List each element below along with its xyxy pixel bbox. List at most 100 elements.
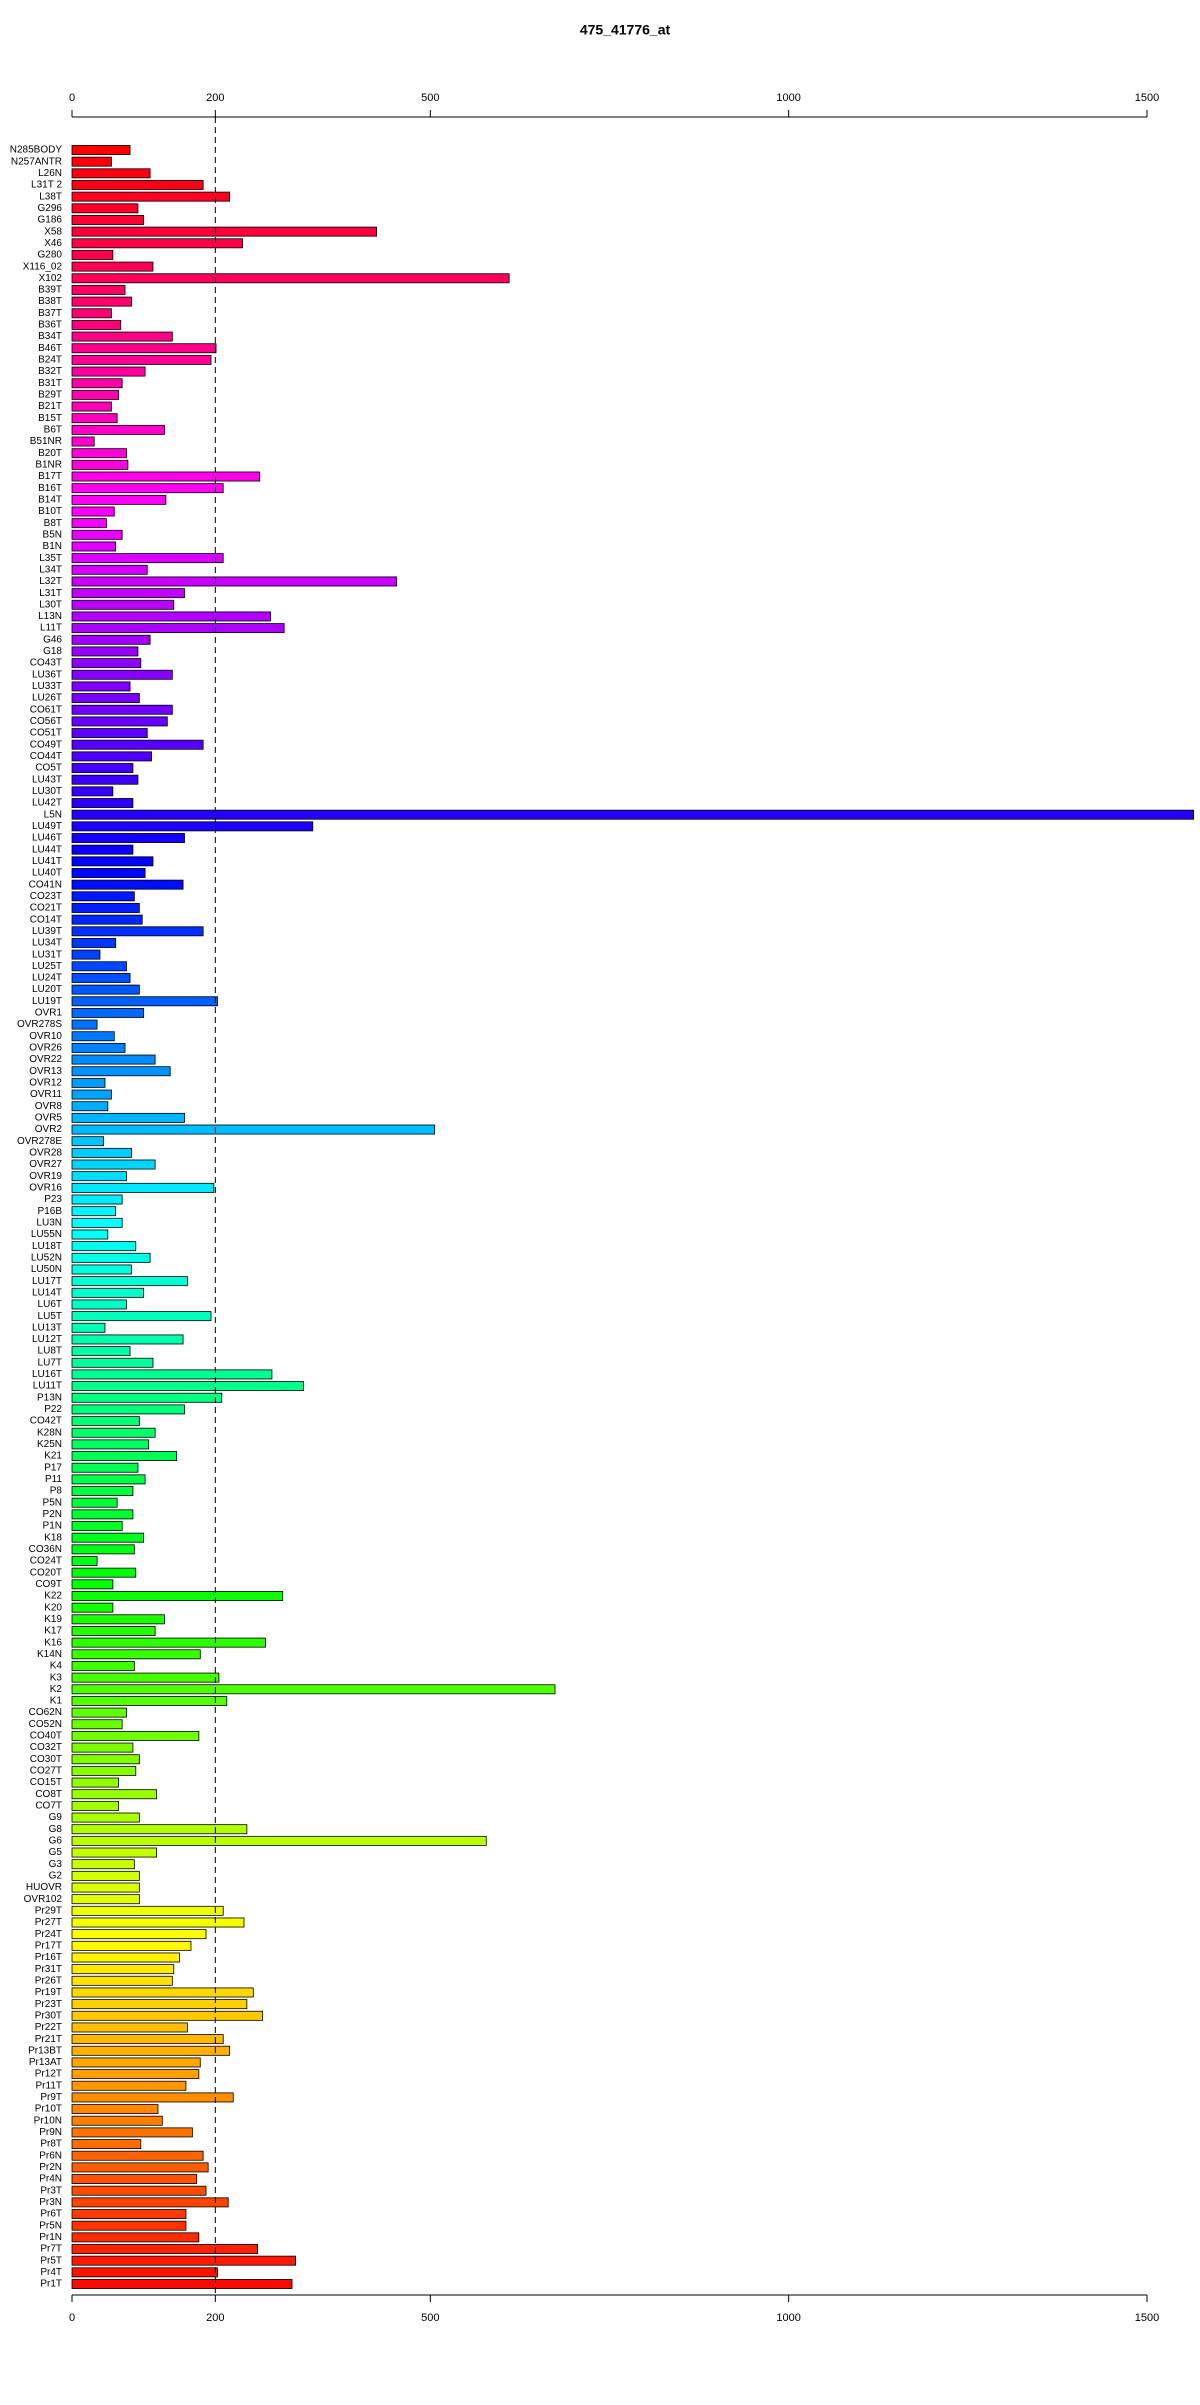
bar	[71, 2150, 204, 2161]
y-tick-label: CO24T	[30, 1556, 62, 1567]
bar	[71, 1672, 220, 1683]
y-tick-label: CO15T	[30, 1777, 62, 1788]
y-tick-label: LU7T	[38, 1357, 62, 1368]
x-tick-label: 1500	[1135, 2312, 1159, 2324]
y-tick-label: Pr4N	[39, 2174, 62, 2185]
bar	[71, 1346, 131, 1357]
y-tick-label: LU5T	[38, 1311, 62, 1322]
y-tick-label: CO9T	[35, 1579, 62, 1590]
y-tick-label: LU42T	[32, 798, 62, 809]
bar	[71, 1987, 254, 1998]
bar	[71, 1812, 140, 1823]
y-tick-label: OVR13	[29, 1066, 62, 1077]
y-tick-label: K22	[44, 1591, 62, 1602]
y-tick-label: G18	[43, 646, 62, 657]
bar	[71, 1042, 126, 1053]
y-tick-label: G3	[49, 1859, 63, 1870]
bar	[71, 646, 139, 657]
y-tick-label: LU49T	[32, 821, 62, 832]
y-tick-label: N257ANTR	[11, 156, 62, 167]
y-tick-label: CO30T	[30, 1754, 62, 1765]
y-tick-label: B46T	[38, 343, 62, 354]
bar	[71, 238, 243, 249]
y-tick-label: OVR19	[29, 1171, 62, 1182]
bar	[71, 1311, 212, 1322]
bar	[71, 2045, 231, 2056]
bar	[71, 1252, 151, 1263]
bar	[71, 1859, 135, 1870]
y-tick-label: Pr9T	[40, 2092, 62, 2103]
y-tick-label: CO41N	[29, 879, 62, 890]
bar	[71, 1054, 156, 1065]
bar	[71, 1964, 175, 1975]
y-tick-label: Pr31T	[35, 1964, 62, 1975]
bar	[71, 611, 271, 622]
bar	[71, 2162, 209, 2173]
y-tick-label: LU19T	[32, 996, 62, 1007]
y-tick-label: K21	[44, 1451, 62, 1462]
y-tick-label: HUOVR	[26, 1882, 62, 1893]
bar	[71, 1789, 157, 1800]
bar	[71, 156, 112, 167]
y-tick-label: B29T	[38, 390, 62, 401]
bar	[71, 226, 377, 237]
y-tick-label: G46	[43, 634, 62, 645]
y-tick-label: K14N	[37, 1649, 62, 1660]
y-tick-label: CO52N	[29, 1719, 62, 1730]
y-tick-label: Pr11T	[36, 2080, 63, 2091]
bar	[71, 1404, 185, 1415]
y-tick-label: Pr6T	[40, 2209, 62, 2220]
y-tick-label: LU25T	[32, 961, 62, 972]
x-tick-label: 0	[69, 2312, 75, 2324]
bar	[71, 273, 510, 284]
bar	[71, 506, 115, 517]
bar	[71, 1427, 156, 1438]
y-tick-label: Pr17T	[35, 1940, 62, 1951]
y-tick-label: LU43T	[32, 774, 62, 785]
bar	[71, 1544, 135, 1555]
y-tick-label: CO62N	[29, 1707, 62, 1718]
bar	[71, 1556, 98, 1566]
bar	[71, 1474, 146, 1485]
bar	[71, 1264, 132, 1275]
y-tick-label: CO51T	[30, 728, 62, 739]
bar	[71, 529, 123, 540]
y-tick-label: Pr1N	[39, 2232, 62, 2243]
y-tick-label: B34T	[38, 331, 62, 342]
y-tick-label: Pr3N	[39, 2197, 62, 2208]
bar	[71, 1905, 224, 1916]
y-tick-label: X102	[39, 273, 63, 284]
y-tick-label: LU8T	[38, 1346, 62, 1357]
y-tick-label: CO44T	[30, 751, 62, 762]
y-tick-label: B16T	[38, 483, 62, 494]
bar	[71, 1229, 109, 1240]
bar	[71, 284, 126, 295]
y-tick-label: L31T 2	[31, 180, 62, 191]
y-tick-label: B17T	[38, 471, 62, 482]
y-tick-label: LU18T	[32, 1241, 62, 1252]
bar	[71, 891, 135, 902]
y-tick-label: B51NR	[30, 436, 62, 447]
y-tick-label: B6T	[44, 425, 62, 436]
y-tick-label: Pr13AT	[29, 2057, 62, 2068]
y-tick-label: G280	[38, 250, 63, 261]
bar	[71, 1684, 556, 1695]
bar	[71, 1532, 145, 1543]
y-tick-label: L35T	[39, 553, 62, 564]
bar	[71, 844, 134, 855]
bar	[71, 180, 204, 190]
y-tick-label: K28N	[37, 1427, 62, 1438]
y-tick-label: OVR278E	[17, 1136, 62, 1147]
y-tick-label: Pr12T	[35, 2069, 62, 2080]
y-tick-label: Pr19T	[35, 1987, 62, 1998]
bar	[71, 1894, 140, 1905]
y-tick-label: CO14T	[30, 914, 62, 925]
y-tick-label: LU36T	[32, 669, 62, 680]
bar	[71, 681, 131, 692]
bar	[71, 1451, 178, 1462]
y-tick-label: Pr16T	[35, 1952, 62, 1963]
y-tick-label: CO27T	[30, 1766, 62, 1777]
y-tick-label: OVR2	[35, 1124, 63, 1135]
bar	[71, 739, 204, 750]
bar	[71, 996, 218, 1007]
